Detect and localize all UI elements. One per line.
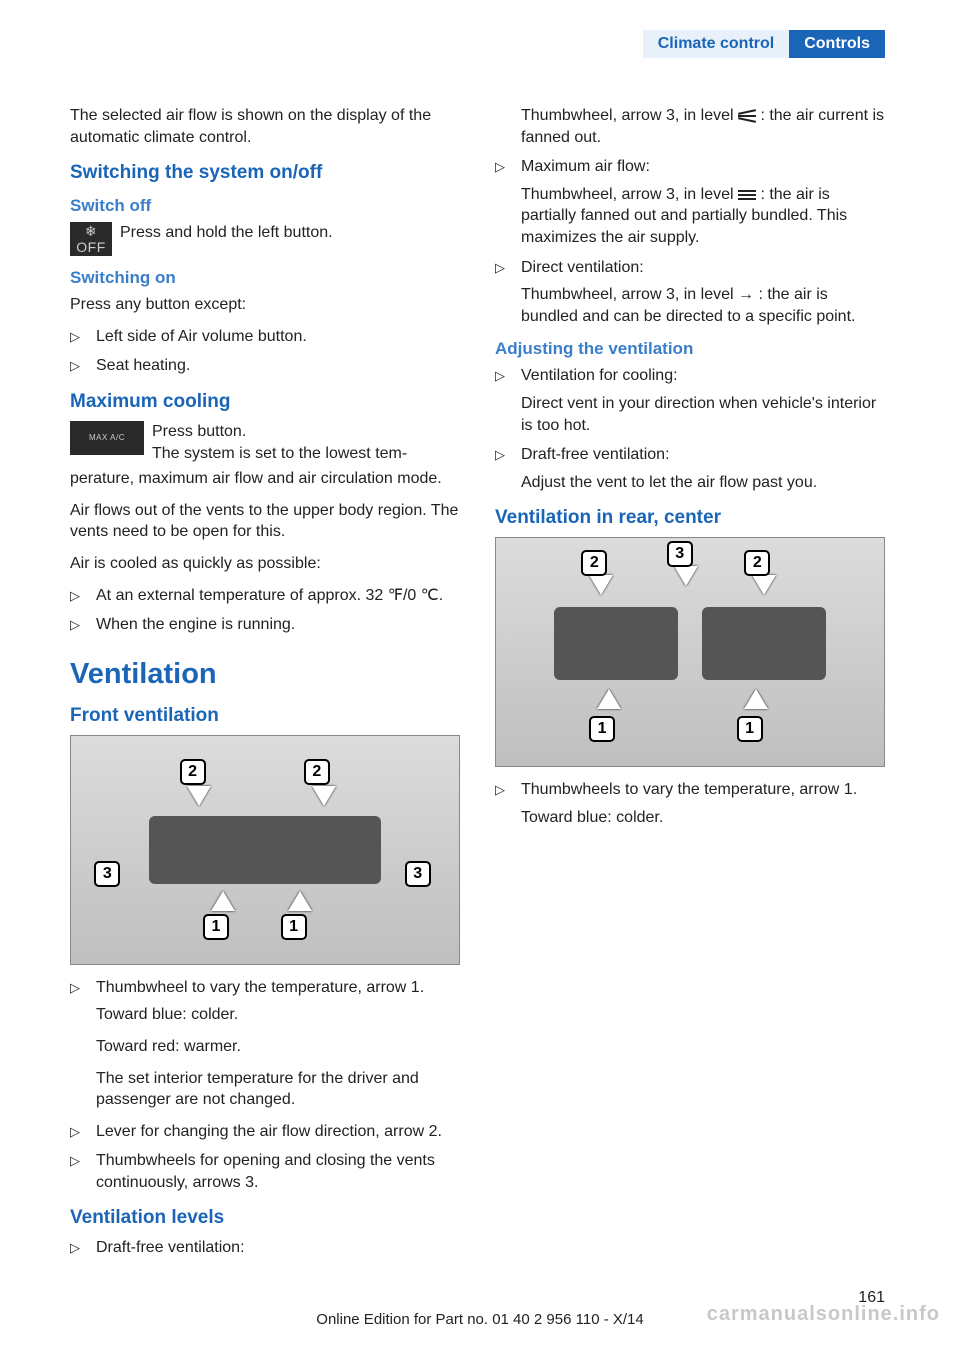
header-breadcrumb: Climate control Controls xyxy=(643,30,885,58)
arrow-icon xyxy=(211,891,235,911)
rear-vent-list: Thumbwheels to vary the temperature, arr… xyxy=(495,779,885,828)
rear-item1-sub: Toward blue: colder. xyxy=(521,807,885,829)
adj1-body: Direct vent in your direction when vehic… xyxy=(521,393,885,436)
heading-ventilation-rear: Ventilation in rear, center xyxy=(495,507,885,529)
max-ac-button-icon: MAX A/C xyxy=(70,421,144,455)
switching-on-intro: Press any button except: xyxy=(70,294,460,316)
list-item: Seat heating. xyxy=(70,355,460,377)
switch-off-text: Press and hold the left button. xyxy=(120,224,333,241)
vl2-body-a: Thumbwheel, arrow 3, in level xyxy=(521,186,738,203)
adj2-title: Draft-free ventilation: xyxy=(521,446,670,463)
page: Climate control Controls The selected ai… xyxy=(0,0,960,1362)
heading-ventilation: Ventilation xyxy=(70,658,460,691)
set-interior-temp: The set interior temperature for the dri… xyxy=(96,1068,460,1111)
figure-mark: 1 xyxy=(737,716,763,742)
arrow-icon xyxy=(597,689,621,709)
switch-off-row: ❄OFF Press and hold the left button. xyxy=(70,222,460,256)
heading-ventilation-levels: Ventilation levels xyxy=(70,1207,460,1229)
figure-mark: 3 xyxy=(667,541,693,567)
list-item: Lever for changing the air flow directio… xyxy=(70,1121,460,1143)
max-cooling-row: MAX A/C Press button. The system is set … xyxy=(70,421,460,464)
level-max-icon xyxy=(738,188,756,202)
max-cooling-p2: Air flows out of the vents to the upper … xyxy=(70,500,460,543)
vl1-title: Draft-free ventilation: xyxy=(96,1239,245,1256)
right-list-1: Lever for changing the air flow directio… xyxy=(70,1121,460,1194)
front-vent-list: Thumbwheel to vary the temperature, arro… xyxy=(70,977,460,1026)
heading-adjusting-ventilation: Adjusting the ventilation xyxy=(495,339,885,359)
list-item: Thumbwheels for opening and closing the … xyxy=(70,1150,460,1193)
list-item: At an external temperature of approx. 32… xyxy=(70,585,460,607)
max-cooling-p3: Air is cooled as quickly as possible: xyxy=(70,553,460,575)
heading-switching-onoff: Switching the system on/off xyxy=(70,162,460,184)
adj2-body: Adjust the vent to let the air flow past… xyxy=(521,472,885,494)
figure-mark: 2 xyxy=(744,550,770,576)
figure-mark: 1 xyxy=(203,914,229,940)
list-item: Ventilation for cooling: Direct vent in … xyxy=(495,365,885,436)
content-columns: The selected air flow is shown on the di… xyxy=(70,105,885,1282)
heading-maximum-cooling: Maximum cooling xyxy=(70,391,460,413)
figure-mark: 2 xyxy=(180,759,206,785)
switching-on-list: Left side of Air volume button. Seat hea… xyxy=(70,326,460,377)
heading-switch-off: Switch off xyxy=(70,196,460,216)
arrow-icon xyxy=(744,689,768,709)
figure-front-ventilation: 2 2 1 1 3 3 xyxy=(70,735,460,965)
vl1-body: Thumbwheel, arrow 3, in level : the air … xyxy=(521,105,885,148)
list-item: Left side of Air volume button. xyxy=(70,326,460,348)
vl3-body-a: Thumbwheel, arrow 3, in level xyxy=(521,286,738,303)
figure-rear-ventilation: 2 2 3 1 1 xyxy=(495,537,885,767)
front-vent-item1-sub: Toward blue: colder. xyxy=(96,1004,460,1026)
figure-mark: 1 xyxy=(281,914,307,940)
list-item: Maximum air flow: Thumbwheel, arrow 3, i… xyxy=(495,156,885,248)
list-item: When the engine is running. xyxy=(70,614,460,636)
intro-paragraph: The selected air flow is shown on the di… xyxy=(70,105,460,148)
vent-graphic xyxy=(149,816,382,884)
vl2-title: Maximum air flow: xyxy=(521,158,650,175)
rear-item1: Thumbwheels to vary the temperature, arr… xyxy=(521,781,857,798)
figure-mark: 2 xyxy=(581,550,607,576)
figure-mark: 3 xyxy=(94,861,120,887)
off-button-icon: ❄OFF xyxy=(70,222,112,256)
arrow-icon xyxy=(288,891,312,911)
figure-mark: 1 xyxy=(589,716,615,742)
adjusting-list: Ventilation for cooling: Direct vent in … xyxy=(495,365,885,493)
figure-mark: 2 xyxy=(304,759,330,785)
heading-switching-on: Switching on xyxy=(70,268,460,288)
max-cooling-list: At an external temperature of approx. 32… xyxy=(70,585,460,636)
arrow-icon xyxy=(752,575,776,595)
list-item: Thumbwheel to vary the temperature, arro… xyxy=(70,977,460,1026)
max-cooling-line1: Press button. xyxy=(152,423,246,440)
list-item: Thumbwheels to vary the temperature, arr… xyxy=(495,779,885,828)
breadcrumb-chapter: Controls xyxy=(789,30,885,58)
list-item: Direct ventilation: Thumbwheel, arrow 3,… xyxy=(495,257,885,328)
vent-graphic xyxy=(554,607,678,680)
figure-mark: 3 xyxy=(405,861,431,887)
arrow-icon xyxy=(674,566,698,586)
max-cooling-line2: The system is set to the lowest tem- xyxy=(152,445,407,462)
vl2-body: Thumbwheel, arrow 3, in level : the air … xyxy=(521,184,885,249)
vl1-body-a: Thumbwheel, arrow 3, in level xyxy=(521,107,738,124)
front-vent-item1: Thumbwheel to vary the temperature, arro… xyxy=(96,979,424,996)
max-cooling-block: MAX A/C Press button. The system is set … xyxy=(70,421,460,490)
max-cooling-line3: perature, maximum air flow and air circu… xyxy=(70,468,460,490)
vl3-body: Thumbwheel, arrow 3, in level → : the ai… xyxy=(521,284,885,327)
toward-red: Toward red: warmer. xyxy=(96,1036,460,1058)
vl3-title: Direct ventilation: xyxy=(521,259,644,276)
adj1-title: Ventilation for cooling: xyxy=(521,367,678,384)
breadcrumb-section: Climate control xyxy=(643,30,789,58)
vent-graphic xyxy=(702,607,826,680)
arrow-icon xyxy=(187,786,211,806)
level-fanout-icon xyxy=(738,109,756,123)
arrow-icon xyxy=(589,575,613,595)
footer-line: Online Edition for Part no. 01 40 2 956 … xyxy=(0,1311,960,1328)
arrow-icon xyxy=(312,786,336,806)
page-number: 161 xyxy=(858,1289,885,1307)
heading-front-ventilation: Front ventilation xyxy=(70,705,460,727)
level-arrow-icon: → xyxy=(738,286,754,303)
list-item: Draft-free ventilation: Adjust the vent … xyxy=(495,444,885,493)
